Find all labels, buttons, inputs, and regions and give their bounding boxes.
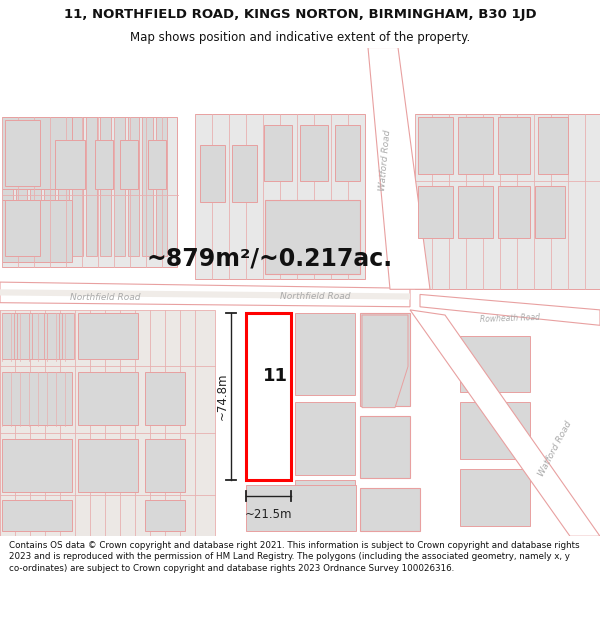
Bar [360, 416, 410, 478]
Bar [78, 439, 138, 492]
Bar [360, 488, 420, 531]
Polygon shape [410, 310, 600, 536]
Bar [458, 186, 493, 238]
Bar [156, 118, 167, 256]
Polygon shape [0, 282, 410, 307]
Bar [295, 402, 355, 474]
Bar [2, 372, 72, 425]
Text: Northfield Road: Northfield Road [280, 292, 350, 301]
Bar [0, 310, 215, 536]
Bar [460, 402, 530, 459]
Bar [246, 485, 356, 531]
Bar [16, 118, 27, 256]
Bar [246, 313, 291, 479]
Bar [72, 118, 83, 256]
Bar [2, 313, 14, 359]
Bar [145, 372, 185, 425]
Polygon shape [362, 315, 408, 408]
Bar [44, 118, 55, 256]
Bar [415, 114, 600, 289]
Text: Northfield Road: Northfield Road [70, 293, 140, 302]
Bar [498, 186, 530, 238]
Bar [86, 118, 97, 256]
Bar [128, 118, 139, 256]
Bar [62, 313, 74, 359]
Bar [335, 124, 360, 181]
Bar [535, 186, 565, 238]
Text: Watford Road: Watford Road [536, 419, 574, 478]
Bar [2, 200, 72, 261]
Bar [200, 145, 225, 202]
Bar [538, 118, 568, 174]
Text: ~21.5m: ~21.5m [245, 509, 292, 521]
Bar [195, 114, 365, 279]
Bar [458, 118, 493, 174]
Bar [498, 118, 530, 174]
Bar [100, 118, 111, 256]
Bar [78, 372, 138, 425]
Bar [78, 313, 138, 359]
Bar [145, 500, 185, 531]
Polygon shape [420, 294, 600, 326]
Bar [418, 186, 453, 238]
Bar [300, 124, 328, 181]
Polygon shape [368, 48, 430, 289]
Text: ~879m²/~0.217ac.: ~879m²/~0.217ac. [147, 246, 393, 271]
Bar [360, 313, 410, 406]
Text: Map shows position and indicative extent of the property.: Map shows position and indicative extent… [130, 31, 470, 44]
Bar [2, 500, 72, 531]
Text: 11, NORTHFIELD ROAD, KINGS NORTON, BIRMINGHAM, B30 1JD: 11, NORTHFIELD ROAD, KINGS NORTON, BIRMI… [64, 8, 536, 21]
Bar [114, 118, 125, 256]
Bar [418, 118, 453, 174]
Bar [2, 118, 13, 256]
Bar [32, 313, 44, 359]
Bar [2, 118, 72, 189]
Bar [2, 313, 72, 359]
Text: 11: 11 [263, 368, 288, 385]
Text: Contains OS data © Crown copyright and database right 2021. This information is : Contains OS data © Crown copyright and d… [9, 541, 580, 573]
Bar [95, 140, 113, 189]
Bar [17, 313, 29, 359]
Bar [142, 118, 153, 256]
Bar [295, 479, 355, 531]
Bar [47, 313, 59, 359]
Bar [5, 200, 40, 256]
Bar [55, 140, 85, 189]
Bar [460, 336, 530, 392]
Bar [120, 140, 138, 189]
Bar [5, 119, 40, 186]
Bar [30, 118, 41, 256]
Bar [295, 313, 355, 395]
Text: Rowheath Road: Rowheath Road [480, 312, 540, 324]
Bar [460, 469, 530, 526]
Text: Watford Road: Watford Road [378, 130, 392, 192]
Bar [264, 124, 292, 181]
Text: ~74.8m: ~74.8m [215, 372, 229, 420]
Bar [58, 118, 69, 256]
Bar [232, 145, 257, 202]
Bar [2, 118, 177, 267]
Bar [2, 439, 72, 492]
Polygon shape [0, 289, 410, 299]
Bar [148, 140, 166, 189]
Bar [265, 200, 360, 274]
Bar [145, 439, 185, 492]
